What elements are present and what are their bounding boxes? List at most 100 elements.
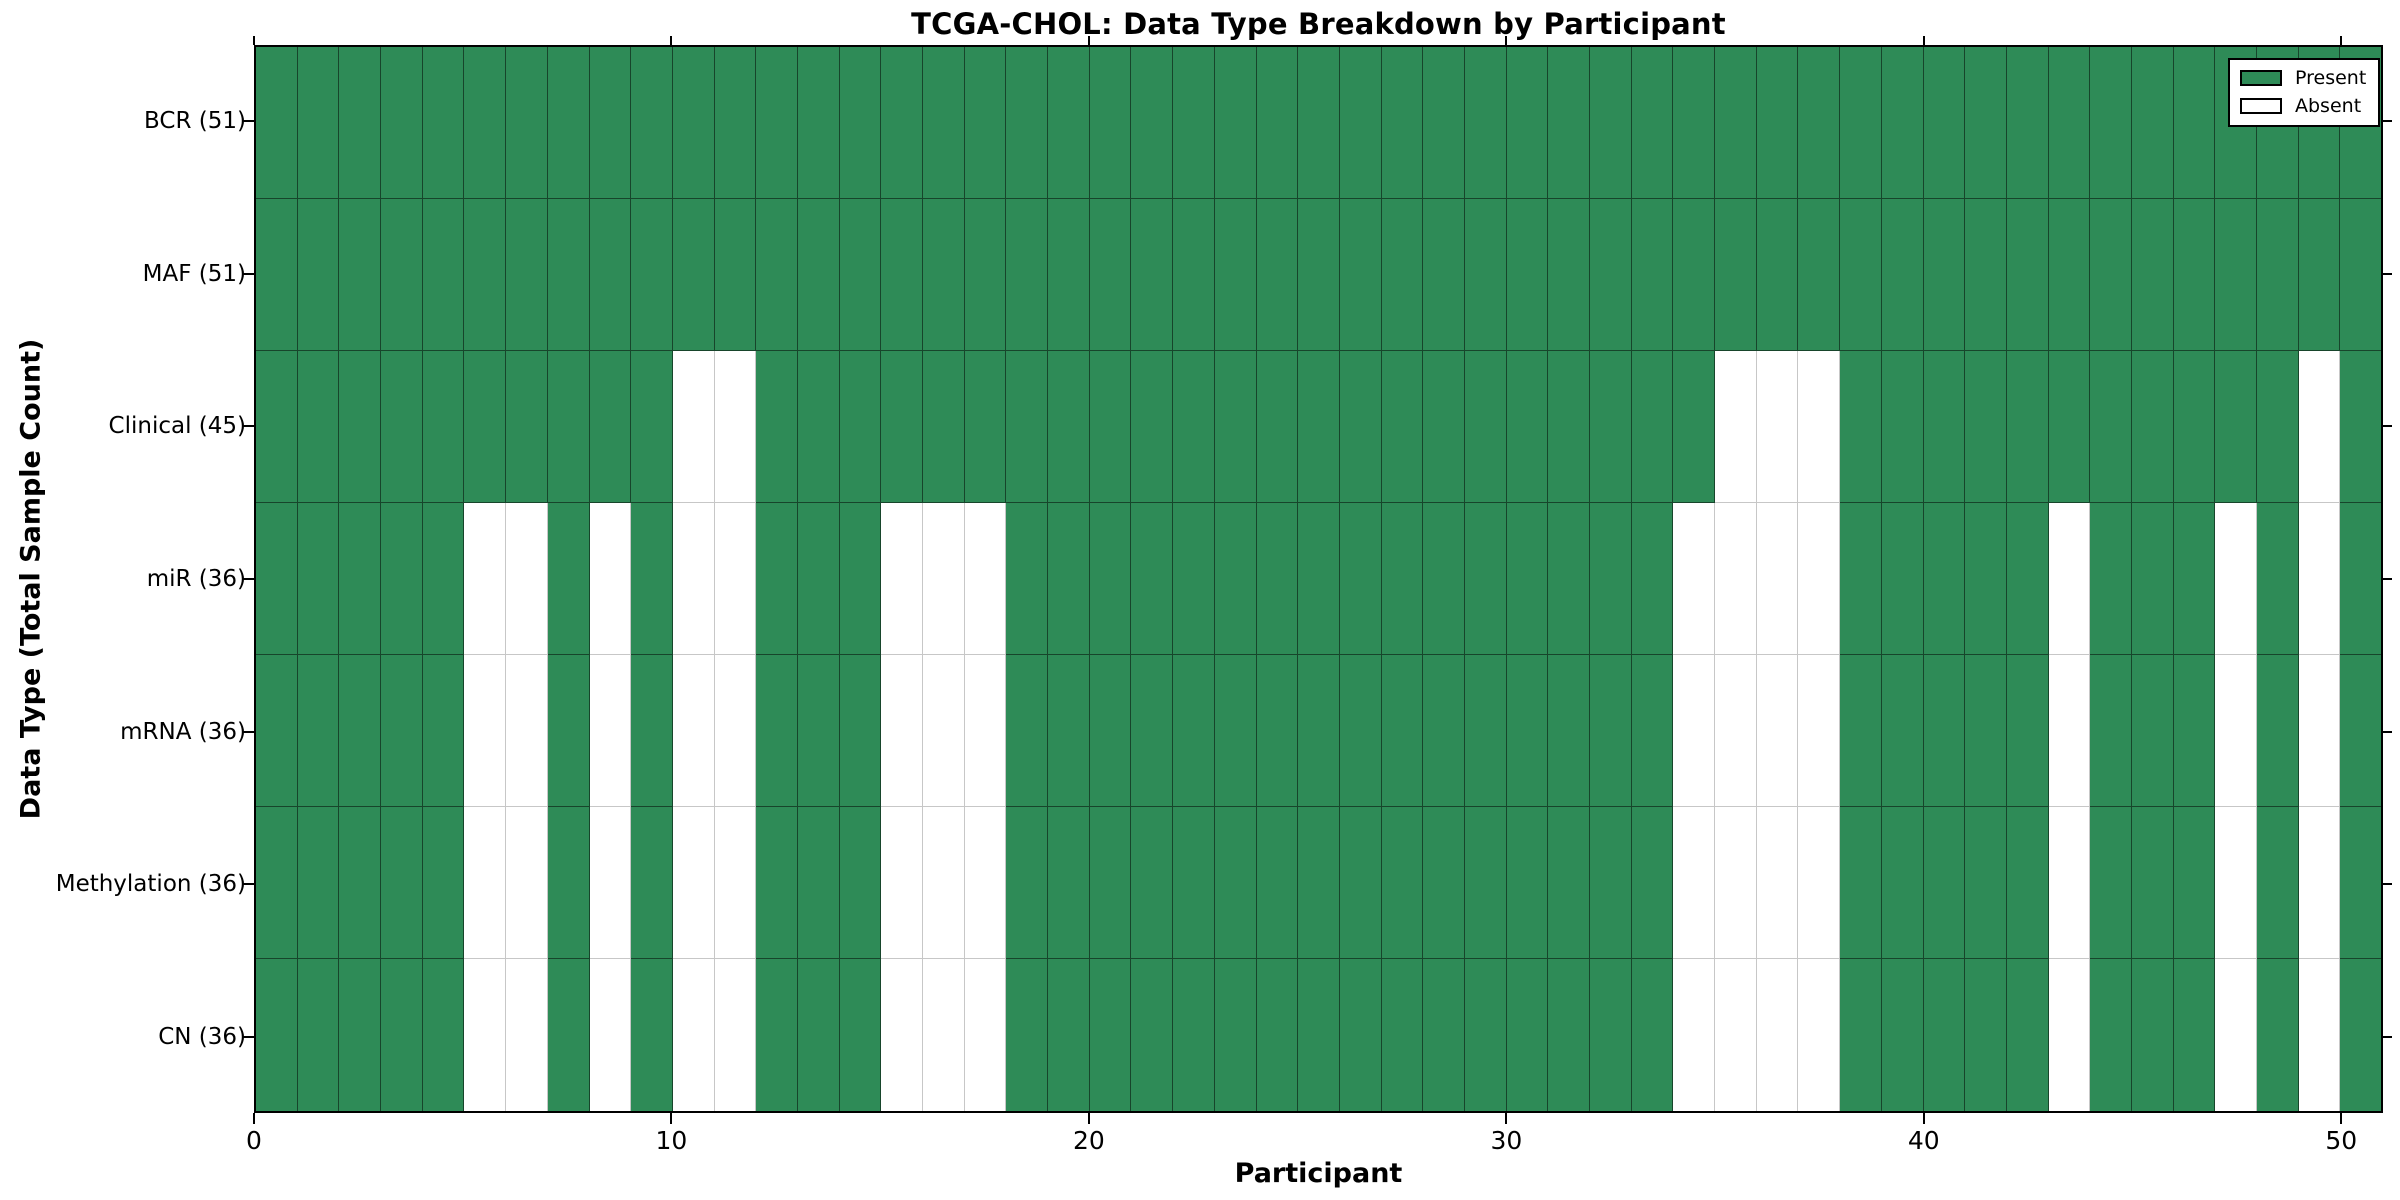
cell-BCR-p38 (1840, 47, 1882, 199)
y-tick-mark (243, 730, 254, 733)
cell-Clinical-p34 (1673, 351, 1716, 503)
cell-miR-p24 (1256, 503, 1299, 655)
cell-Methylation-p21 (1131, 807, 1174, 959)
cell-CN-p25 (1298, 959, 1340, 1111)
legend-item-absent: Absent (2240, 95, 2366, 117)
heatmap-row-Clinical (256, 351, 2382, 503)
cell-BCR-p23 (1214, 47, 1257, 199)
cell-CN-p27 (1381, 959, 1424, 1111)
cell-Methylation-p49 (2298, 807, 2341, 959)
cell-Methylation-p22 (1173, 807, 1215, 959)
cell-CN-p21 (1131, 959, 1174, 1111)
legend: Present Absent (2228, 58, 2381, 127)
cell-mRNA-p17 (964, 655, 1007, 807)
cell-miR-p16 (923, 503, 965, 655)
cell-CN-p0 (256, 959, 298, 1111)
cell-CN-p12 (756, 959, 798, 1111)
cell-BCR-p17 (964, 47, 1007, 199)
cell-MAF-p47 (2215, 199, 2257, 351)
cell-Methylation-p9 (631, 807, 673, 959)
cell-BCR-p4 (422, 47, 465, 199)
cell-MAF-p6 (506, 199, 548, 351)
y-tick-mark (2383, 425, 2392, 428)
chart-title: TCGA-CHOL: Data Type Breakdown by Partic… (911, 7, 1726, 41)
cell-MAF-p48 (2257, 199, 2299, 351)
cell-miR-p12 (756, 503, 798, 655)
cell-mRNA-p8 (589, 655, 632, 807)
cell-mRNA-p24 (1256, 655, 1299, 807)
cell-BCR-p41 (1965, 47, 2007, 199)
cell-mRNA-p31 (1548, 655, 1590, 807)
cell-BCR-p40 (1923, 47, 1966, 199)
cell-BCR-p11 (714, 47, 757, 199)
cell-Methylation-p48 (2257, 807, 2299, 959)
cell-miR-p40 (1923, 503, 1966, 655)
cell-CN-p44 (2090, 959, 2132, 1111)
cell-CN-p18 (1006, 959, 1049, 1111)
cell-MAF-p9 (631, 199, 673, 351)
x-tick-mark (2340, 36, 2343, 45)
cell-Clinical-p19 (1048, 351, 1090, 503)
y-tick-mark (243, 425, 254, 428)
cell-Clinical-p6 (506, 351, 548, 503)
cell-miR-p11 (714, 503, 757, 655)
cell-BCR-p31 (1548, 47, 1590, 199)
cell-BCR-p14 (839, 47, 882, 199)
cell-MAF-p2 (339, 199, 382, 351)
cell-miR-p36 (1756, 503, 1799, 655)
legend-item-present: Present (2240, 68, 2366, 89)
cell-mRNA-p29 (1464, 655, 1507, 807)
cell-CN-p29 (1464, 959, 1507, 1111)
absent-swatch (2240, 98, 2282, 115)
cell-CN-p45 (2131, 959, 2174, 1111)
cell-CN-p9 (631, 959, 673, 1111)
cell-BCR-p28 (1423, 47, 1465, 199)
cell-MAF-p20 (1089, 199, 1132, 351)
cell-BCR-p10 (672, 47, 715, 199)
cell-MAF-p32 (1590, 199, 1632, 351)
cell-Methylation-p14 (839, 807, 882, 959)
cell-CN-p23 (1214, 959, 1257, 1111)
cell-CN-p10 (672, 959, 715, 1111)
cell-miR-p49 (2298, 503, 2341, 655)
cell-CN-p17 (964, 959, 1007, 1111)
cell-Clinical-p5 (464, 351, 507, 503)
cell-miR-p18 (1006, 503, 1049, 655)
cell-mRNA-p3 (381, 655, 423, 807)
cell-miR-p6 (506, 503, 548, 655)
cell-MAF-p16 (923, 199, 965, 351)
x-tick-mark (1505, 36, 1508, 45)
cell-Clinical-p27 (1381, 351, 1424, 503)
cell-BCR-p9 (631, 47, 673, 199)
cell-Methylation-p37 (1798, 807, 1841, 959)
cell-MAF-p21 (1131, 199, 1174, 351)
cell-CN-p6 (506, 959, 548, 1111)
cell-mRNA-p33 (1631, 655, 1674, 807)
cell-Methylation-p43 (2048, 807, 2091, 959)
cell-mRNA-p14 (839, 655, 882, 807)
cell-CN-p43 (2048, 959, 2091, 1111)
cell-Methylation-p12 (756, 807, 798, 959)
y-tick-mark (2383, 578, 2392, 580)
cell-mRNA-p12 (756, 655, 798, 807)
cell-Methylation-p20 (1089, 807, 1132, 959)
cell-CN-p14 (839, 959, 882, 1111)
cell-CN-p28 (1423, 959, 1465, 1111)
cell-Methylation-p6 (506, 807, 548, 959)
cell-BCR-p24 (1256, 47, 1299, 199)
cell-mRNA-p40 (1923, 655, 1966, 807)
cell-Methylation-p23 (1214, 807, 1257, 959)
cell-CN-p26 (1339, 959, 1382, 1111)
cell-BCR-p46 (2173, 47, 2216, 199)
cell-miR-p20 (1089, 503, 1132, 655)
cell-mRNA-p28 (1423, 655, 1465, 807)
cell-miR-p10 (672, 503, 715, 655)
cell-Methylation-p44 (2090, 807, 2132, 959)
heatmap-row-BCR (256, 47, 2382, 199)
cell-CN-p32 (1590, 959, 1632, 1111)
cell-miR-p3 (381, 503, 423, 655)
cell-CN-p1 (297, 959, 340, 1111)
cell-MAF-p14 (839, 199, 882, 351)
cell-miR-p34 (1673, 503, 1716, 655)
cell-MAF-p40 (1923, 199, 1966, 351)
